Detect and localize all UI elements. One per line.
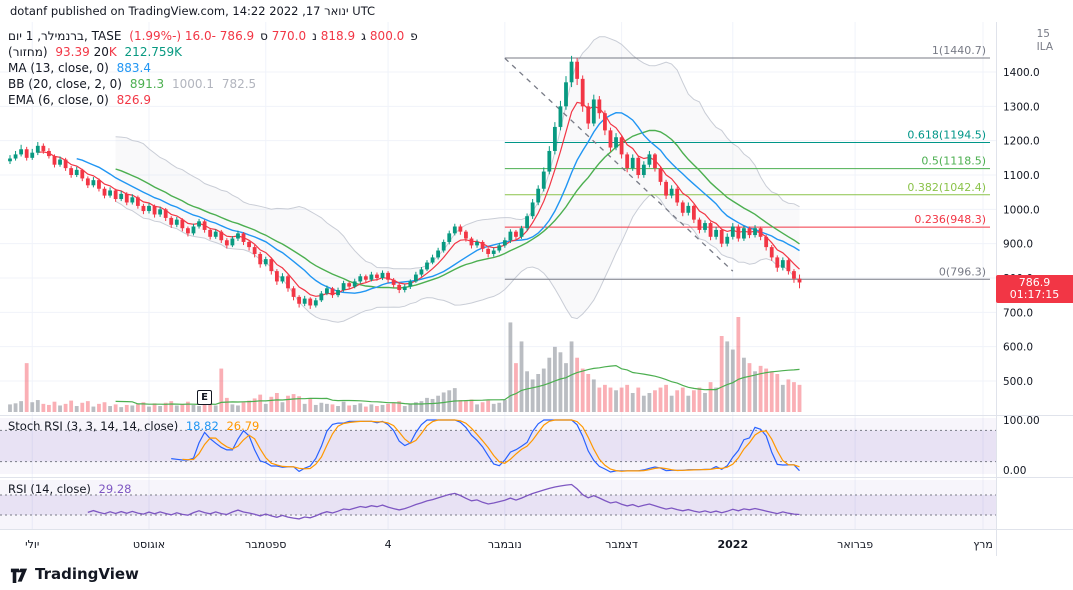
svg-text:1000.0: 1000.0 — [1003, 204, 1040, 216]
svg-text:1100.0: 1100.0 — [1003, 170, 1040, 182]
ema-indicator-name[interactable]: EMA (6, close, 0) — [8, 93, 109, 107]
ema-value: 826.9 — [116, 93, 151, 107]
footer: TradingView — [0, 557, 1073, 590]
bb-indicator-row[interactable]: BB (20, close, 2, 0) 891.3 1000.1 782.5 — [8, 76, 418, 92]
svg-text:0.236(948.3): 0.236(948.3) — [914, 213, 986, 226]
earnings-marker-letter: E — [201, 392, 208, 403]
svg-text:אוגוסט: אוגוסט — [133, 538, 165, 551]
svg-text:דצמבר: דצמבר — [605, 538, 638, 551]
ma-value: 883.4 — [116, 61, 151, 75]
ma-indicator-row[interactable]: MA (13, close, 0) 883.4 — [8, 60, 418, 76]
svg-text:0(796.3): 0(796.3) — [939, 265, 986, 278]
open-value: 800.0 — [369, 29, 405, 43]
close-value: 786.9 — [219, 29, 255, 43]
svg-text:פברואר: פברואר — [837, 538, 873, 551]
tradingview-logo-icon[interactable] — [10, 565, 28, 583]
svg-text:600.0: 600.0 — [1003, 342, 1033, 354]
ma-indicator-name[interactable]: MA (13, close, 0) — [8, 61, 109, 75]
bb-lower-value: 782.5 — [221, 77, 257, 91]
legend: ברנמילר, 1 יום, TASE פ 800.0 ג 818.9 נ 770.… — [8, 28, 418, 108]
svg-text:1400.0: 1400.0 — [1003, 67, 1040, 79]
chart-canvas[interactable]: 1(1440.7) 0.618(1194.5) 0.5(1118.5) 0.382(1… — [0, 22, 1073, 557]
svg-text:0.5(1118.5): 0.5(1118.5) — [921, 155, 986, 168]
rsi-value: 29.28 — [98, 482, 132, 496]
publish-bar: dotanf published on TradingView.com, ינו… — [0, 0, 1073, 22]
stoch-rsi-name[interactable]: Stoch RSI (3, 3, 14, 14, close) — [8, 419, 179, 433]
volume-indicator-name[interactable]: (מחזור) 20 — [8, 45, 109, 59]
volume-indicator-row[interactable]: (מחזור) 20 93.39K 212.759K — [8, 44, 418, 60]
bb-indicator-name[interactable]: BB (20, close, 2, 0) — [8, 77, 122, 91]
svg-text:1300.0: 1300.0 — [1003, 101, 1040, 113]
price-scale-unit: 15 ILA — [1037, 28, 1053, 54]
svg-text:4: 4 — [385, 538, 392, 551]
scale-unit-currency: ILA — [1036, 41, 1053, 53]
axis-layer: 500.0 600.0 700.0 800.0 900.0 1000.0 1100.0 120… — [0, 22, 1073, 556]
price-change: -16.0 (-1.99%) — [129, 29, 216, 43]
svg-text:700.0: 700.0 — [1003, 307, 1033, 319]
symbol-interval[interactable]: 1 יום, — [8, 29, 88, 43]
rsi-layer — [87, 483, 800, 520]
symbol-name[interactable]: ברנמילר, — [37, 29, 84, 43]
svg-text:נובמבר: נובמבר — [488, 538, 522, 551]
bollinger-layer — [115, 36, 800, 323]
publish-text: dotanf published on TradingView.com, ינו… — [10, 4, 376, 18]
svg-text:100.00: 100.00 — [1003, 415, 1040, 427]
low-value: 770.0 — [271, 29, 307, 43]
tradingview-brand-text[interactable]: TradingView — [35, 564, 139, 583]
svg-text:1(1440.7): 1(1440.7) — [932, 44, 986, 57]
bb-basis-value: 891.3 — [129, 77, 165, 91]
last-price-badge: 786.9 01:17:15 — [996, 275, 1073, 303]
open-label: פ — [410, 29, 418, 43]
svg-text:1200.0: 1200.0 — [1003, 136, 1040, 148]
symbol-exchange: TASE — [91, 29, 122, 43]
bar-countdown: 01:17:15 — [1009, 288, 1060, 301]
earnings-marker[interactable]: E — [197, 390, 212, 405]
high-label: ג — [361, 29, 367, 43]
stoch-d-value: 26.79 — [226, 419, 260, 433]
svg-text:0.00: 0.00 — [1003, 465, 1026, 477]
oscillator-bands — [0, 418, 996, 530]
svg-text:מרץ: מרץ — [973, 538, 993, 551]
svg-text:900.0: 900.0 — [1003, 239, 1033, 251]
svg-text:ספטמבר: ספטמבר — [245, 538, 286, 551]
svg-text:0.618(1194.5): 0.618(1194.5) — [907, 129, 986, 142]
candles-layer — [8, 55, 802, 309]
fib-retracement-layer: 1(1440.7) 0.618(1194.5) 0.5(1118.5) 0.382(1… — [504, 44, 990, 280]
volume-layer — [8, 317, 802, 412]
svg-text:יולי: יולי — [25, 538, 39, 551]
ema-indicator-row[interactable]: EMA (6, close, 0) 826.9 — [8, 92, 418, 108]
high-value: 818.9 — [320, 29, 356, 43]
volume-value: 93.39K — [55, 45, 117, 59]
rsi-legend-row[interactable]: RSI (14, close) 29.28 — [8, 482, 131, 496]
stoch-rsi-layer — [171, 419, 800, 473]
symbol-row[interactable]: ברנמילר, 1 יום, TASE פ 800.0 ג 818.9 נ 770.… — [8, 28, 418, 44]
svg-text:500.0: 500.0 — [1003, 376, 1033, 388]
scale-unit-top: 15 — [1036, 28, 1050, 40]
volume-ma-value: 212.759K — [124, 45, 183, 59]
last-price-value: 786.9 — [1018, 276, 1051, 289]
low-label: נ — [312, 29, 317, 43]
stoch-rsi-legend-row[interactable]: Stoch RSI (3, 3, 14, 14, close) 18.82 26… — [8, 419, 259, 433]
bb-upper-value: 1000.1 — [172, 77, 214, 91]
close-label: ס — [260, 29, 268, 43]
svg-text:0.382(1042.4): 0.382(1042.4) — [907, 181, 986, 194]
rsi-name[interactable]: RSI (14, close) — [8, 482, 91, 496]
stoch-k-value: 18.82 — [185, 419, 219, 433]
chart-area: 1(1440.7) 0.618(1194.5) 0.5(1118.5) 0.382(1… — [0, 22, 1073, 557]
svg-text:2022: 2022 — [717, 538, 748, 551]
